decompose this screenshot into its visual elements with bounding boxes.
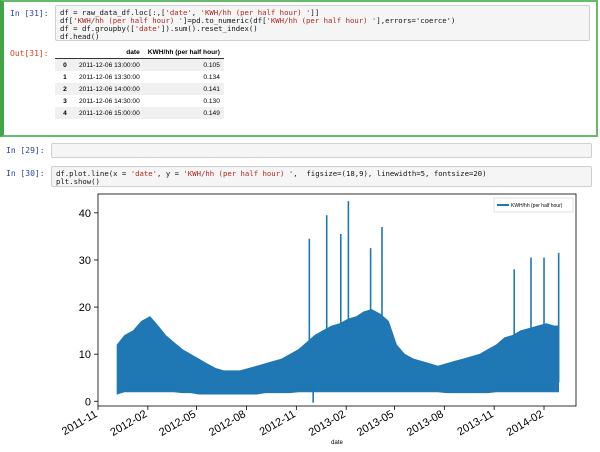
row-index: 3 — [63, 97, 67, 105]
cell-kwh: 0.149 — [203, 109, 220, 117]
code-line: df.head() — [60, 32, 100, 41]
cell-29[interactable]: In [29]: — [0, 140, 598, 162]
table-row: 0 2011-12-06 13:00:00 0.105 — [55, 58, 224, 71]
cell-30[interactable]: In [30]: df.plot.line(x = 'date', y = 'K… — [0, 164, 598, 452]
x-axis-label: date — [331, 440, 343, 446]
cell-date: 2011-12-06 13:00:00 — [79, 61, 140, 69]
cell-date: 2011-12-06 15:00:00 — [79, 109, 140, 117]
code-line: df['KWH/hh (per half hour) ']=pd.to_nume… — [60, 16, 456, 25]
series-band — [116, 309, 559, 395]
dataframe-output-table: date KWH/hh (per half hour) 0 2011-12-06… — [55, 46, 224, 119]
y-axis-ticks: 0 10 20 30 40 — [79, 208, 98, 408]
cell-29-in-prompt: In [29]: — [6, 146, 45, 155]
x-tick-label: 2013-11 — [455, 408, 495, 438]
x-tick-label: 2013-05 — [355, 408, 396, 439]
index-header — [55, 46, 75, 59]
cell-31-in-prompt: In [31]: — [10, 9, 49, 18]
x-tick-label: 2012-02 — [108, 408, 149, 439]
code-line: df = df.groupby(['date']).sum().reset_in… — [60, 24, 258, 33]
code-line: plt.show() — [56, 177, 100, 186]
cell-kwh: 0.141 — [203, 85, 220, 93]
cell-30-code-editor[interactable]: df.plot.line(x = 'date', y = 'KWH/hh (pe… — [51, 166, 592, 187]
y-tick-label: 40 — [79, 208, 91, 220]
x-tick-label: 2013-08 — [405, 408, 446, 439]
table-row: 1 2011-12-06 13:30:00 0.134 — [55, 71, 224, 83]
x-tick-label: 2014-02 — [505, 408, 546, 439]
cell-31[interactable]: In [31]: df = raw_data_df.loc[:,['date',… — [0, 0, 598, 137]
x-axis-ticks: 2011-11 2012-02 2012-05 2012-08 2012-11 2013-… — [60, 406, 546, 439]
legend-label: KWH/hh (per half hour) — [511, 203, 563, 209]
row-index: 4 — [63, 109, 67, 117]
row-index: 2 — [63, 85, 67, 93]
cell-date: 2011-12-06 13:30:00 — [79, 73, 140, 81]
legend-box — [493, 197, 574, 213]
cell-kwh: 0.134 — [203, 73, 220, 81]
cell-30-in-prompt: In [30]: — [6, 169, 45, 178]
code-line: df.plot.line(x = 'date', y = 'KWH/hh (pe… — [56, 169, 487, 178]
cell-29-code-editor[interactable] — [51, 143, 592, 158]
x-tick-label: 2013-02 — [307, 408, 348, 439]
y-tick-label: 0 — [85, 396, 91, 408]
cell-date: 2011-12-06 14:30:00 — [79, 97, 140, 105]
table-row: 4 2011-12-06 15:00:00 0.149 — [55, 107, 224, 119]
y-tick-label: 20 — [79, 302, 91, 314]
code-line: df = raw_data_df.loc[:,['date', 'KWH/hh … — [60, 8, 320, 17]
row-index: 0 — [63, 61, 67, 69]
cell-kwh: 0.105 — [203, 61, 220, 69]
series-layer — [116, 201, 560, 403]
row-index: 1 — [63, 73, 67, 81]
y-tick-label: 10 — [79, 349, 91, 361]
column-header-kwh: KWH/hh (per half hour) — [143, 46, 224, 59]
cell-kwh: 0.130 — [203, 97, 220, 105]
x-tick-label: 2011-11 — [60, 408, 100, 438]
legend: KWH/hh (per half hour) — [493, 197, 574, 213]
x-tick-label: 2012-08 — [207, 408, 248, 439]
y-tick-label: 30 — [79, 255, 91, 267]
table-row: 2 2011-12-06 14:00:00 0.141 — [55, 83, 224, 95]
cell-31-out-prompt: Out[31]: — [10, 49, 49, 58]
x-tick-label: 2012-11 — [258, 408, 298, 438]
cell-31-code-editor[interactable]: df = raw_data_df.loc[:,['date', 'KWH/hh … — [55, 5, 590, 41]
cell-date: 2011-12-06 14:00:00 — [79, 85, 140, 93]
column-header-date: date — [75, 46, 144, 59]
x-tick-label: 2012-05 — [157, 408, 198, 439]
table-row: 3 2011-12-06 14:30:00 0.130 — [55, 95, 224, 107]
